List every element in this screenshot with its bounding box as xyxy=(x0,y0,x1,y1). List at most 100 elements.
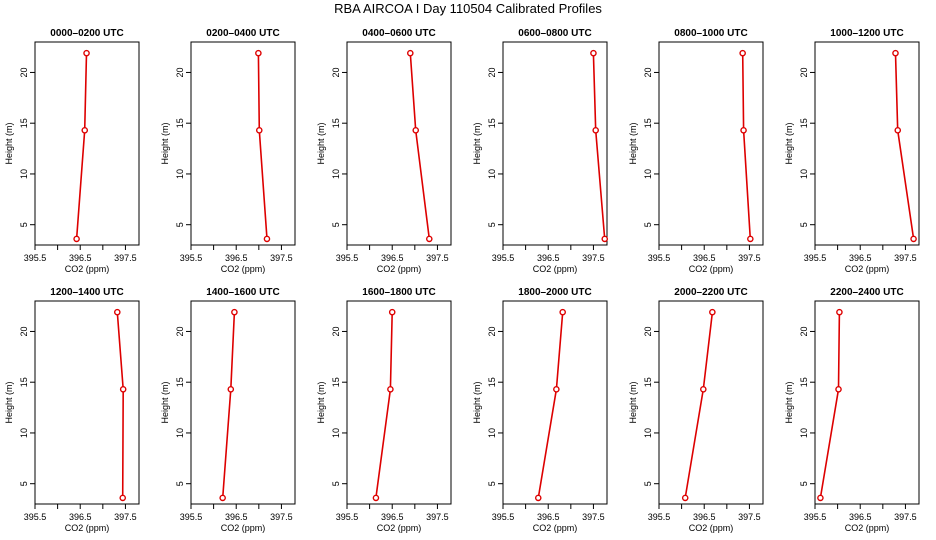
panel-10: 1800–2000 UTC 395.5 396.5 397.5 CO2 (ppm) 5 10… xyxy=(472,287,608,533)
data-point xyxy=(73,235,80,243)
y-tick-label: 10 xyxy=(19,428,29,438)
panel-1: 0000–0200 UTC 395.5 396.5 397.5 CO2 (ppm) 5 10… xyxy=(4,28,140,274)
plot-frame xyxy=(502,41,608,246)
panel-title: 0600–0800 UTC xyxy=(518,28,591,39)
y-tick-label: 10 xyxy=(175,428,185,438)
y-tick-label: 5 xyxy=(331,481,341,486)
data-point xyxy=(681,494,689,502)
profile-line xyxy=(684,312,714,499)
plot-frame xyxy=(814,41,920,246)
panel-11: 2000–2200 UTC 395.5 396.5 397.5 CO2 (ppm) 5 10… xyxy=(628,287,764,533)
profile-line xyxy=(375,312,393,499)
profile-line xyxy=(537,312,564,499)
y-tick-label: 15 xyxy=(487,118,497,128)
x-axis-label: CO2 (ppm) xyxy=(533,264,578,274)
panel-9: 1600–1800 UTC 395.5 396.5 397.5 CO2 (ppm) 5 10… xyxy=(316,287,452,533)
y-axis-label: Height (m) xyxy=(472,381,482,423)
plot-frame xyxy=(34,41,140,246)
data-point xyxy=(559,308,566,316)
x-tick-label: 395.5 xyxy=(24,253,47,263)
x-tick-label: 397.5 xyxy=(582,253,605,263)
y-tick-label: 10 xyxy=(799,428,809,438)
profile-line xyxy=(592,53,606,239)
y-tick-label: 20 xyxy=(487,326,497,336)
y-tick-label: 15 xyxy=(331,118,341,128)
plot-frame xyxy=(658,300,764,505)
data-point xyxy=(231,308,238,316)
plot-frame xyxy=(658,41,764,246)
y-tick-label: 15 xyxy=(799,118,809,128)
x-tick-label: 397.5 xyxy=(894,512,917,522)
data-point xyxy=(894,127,902,134)
data-point xyxy=(387,386,394,393)
y-axis-label: Height (m) xyxy=(472,122,482,164)
y-tick-label: 20 xyxy=(175,67,185,77)
x-axis-label: CO2 (ppm) xyxy=(845,264,890,274)
x-axis-label: CO2 (ppm) xyxy=(689,523,734,533)
plot-frame xyxy=(190,41,296,246)
x-tick-label: 396.5 xyxy=(381,512,404,522)
panel-title: 1000–1200 UTC xyxy=(830,28,903,39)
panel-12: 2200–2400 UTC 395.5 396.5 397.5 CO2 (ppm) 5 10… xyxy=(784,287,920,533)
x-tick-label: 396.5 xyxy=(225,512,248,522)
y-tick-label: 5 xyxy=(175,481,185,486)
x-tick-label: 397.5 xyxy=(894,253,917,263)
y-tick-label: 10 xyxy=(19,169,29,179)
data-point xyxy=(119,386,127,393)
panel-title: 0400–0600 UTC xyxy=(362,28,435,39)
y-tick-label: 10 xyxy=(487,428,497,438)
data-point xyxy=(835,386,842,393)
x-tick-label: 395.5 xyxy=(492,253,515,263)
x-tick-label: 396.5 xyxy=(69,253,92,263)
y-axis-label: Height (m) xyxy=(160,122,170,164)
y-axis-label: Height (m) xyxy=(316,122,326,164)
figure-title: RBA AIRCOA I Day 110504 Calibrated Profi… xyxy=(334,1,602,16)
data-point xyxy=(910,235,917,243)
x-tick-label: 396.5 xyxy=(849,512,872,522)
x-axis-label: CO2 (ppm) xyxy=(65,523,110,533)
data-point xyxy=(263,235,271,243)
profile-line xyxy=(819,312,841,499)
panel-8: 1400–1600 UTC 395.5 396.5 397.5 CO2 (ppm) 5 10… xyxy=(160,287,296,533)
panel-7: 1200–1400 UTC 395.5 396.5 397.5 CO2 (ppm) 5 10… xyxy=(4,287,140,533)
y-tick-label: 15 xyxy=(643,118,653,128)
x-tick-label: 395.5 xyxy=(180,253,203,263)
x-tick-label: 396.5 xyxy=(225,253,248,263)
data-point xyxy=(740,127,747,134)
x-tick-label: 396.5 xyxy=(693,253,716,263)
y-axis-label: Height (m) xyxy=(160,381,170,423)
x-tick-label: 397.5 xyxy=(426,512,449,522)
y-tick-label: 10 xyxy=(643,169,653,179)
profile-line xyxy=(741,53,752,239)
x-axis-label: CO2 (ppm) xyxy=(377,523,422,533)
data-point xyxy=(412,127,420,134)
x-tick-label: 395.5 xyxy=(648,512,671,522)
panel-title: 0800–1000 UTC xyxy=(674,28,747,39)
x-tick-label: 396.5 xyxy=(381,253,404,263)
data-point xyxy=(255,127,263,134)
data-point xyxy=(747,235,754,243)
panel-6: 1000–1200 UTC 395.5 396.5 397.5 CO2 (ppm) 5 10… xyxy=(784,28,920,274)
x-tick-label: 396.5 xyxy=(537,512,560,522)
y-tick-label: 20 xyxy=(799,67,809,77)
y-tick-label: 20 xyxy=(643,326,653,336)
y-axis-label: Height (m) xyxy=(784,122,794,164)
plot-frame xyxy=(34,300,140,505)
y-tick-label: 5 xyxy=(19,481,29,486)
y-tick-label: 20 xyxy=(19,67,29,77)
y-tick-label: 15 xyxy=(643,377,653,387)
data-point xyxy=(388,308,396,316)
x-tick-label: 396.5 xyxy=(849,253,872,263)
y-tick-label: 5 xyxy=(799,222,809,227)
panel-title: 1800–2000 UTC xyxy=(518,287,591,298)
profile-line xyxy=(75,53,88,239)
x-tick-label: 395.5 xyxy=(336,512,359,522)
x-tick-label: 397.5 xyxy=(738,512,761,522)
panel-title: 2000–2200 UTC xyxy=(674,287,747,298)
data-point xyxy=(372,494,380,502)
x-tick-label: 395.5 xyxy=(804,512,827,522)
y-tick-label: 20 xyxy=(19,326,29,336)
y-tick-label: 10 xyxy=(487,169,497,179)
x-tick-label: 397.5 xyxy=(114,253,137,263)
